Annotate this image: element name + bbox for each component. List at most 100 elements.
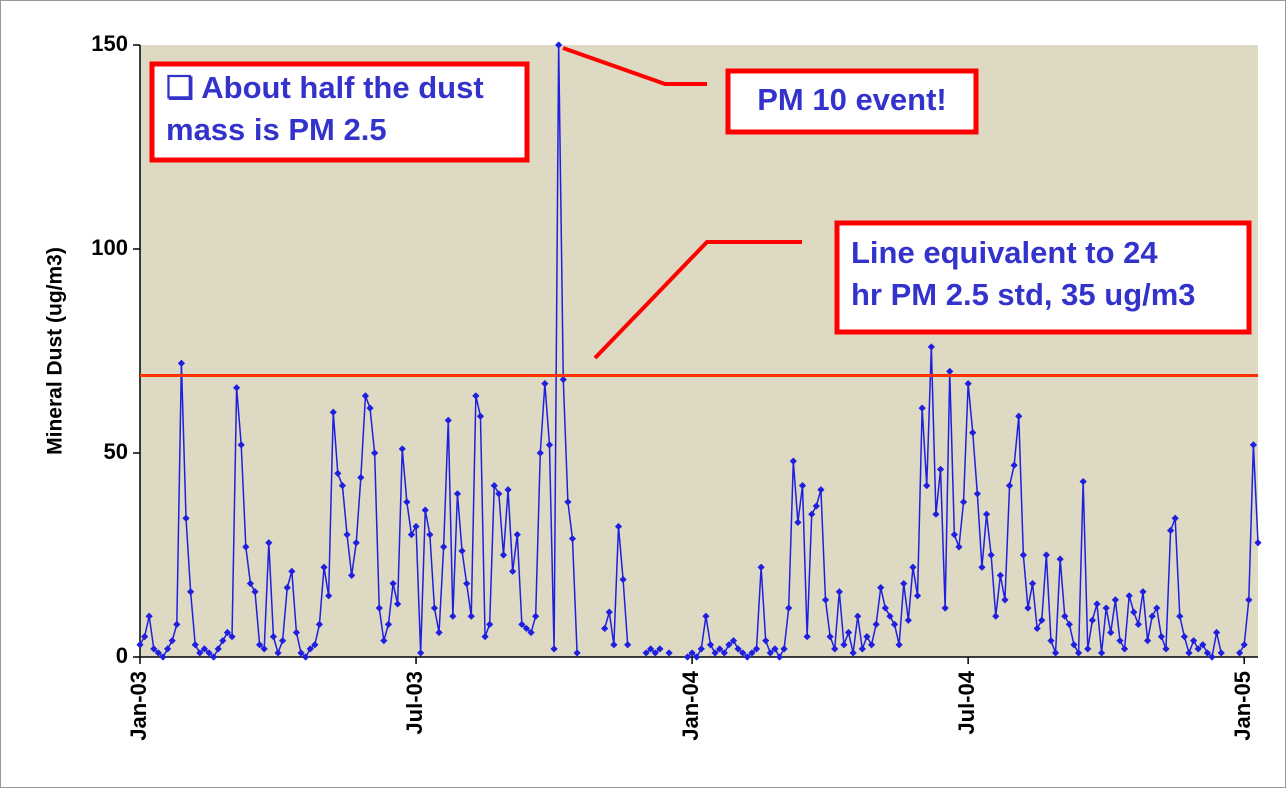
data-point [398, 445, 406, 453]
data-point [647, 645, 655, 653]
data-point [320, 563, 328, 571]
data-point [923, 482, 931, 490]
data-point [541, 380, 549, 388]
data-point [1070, 641, 1078, 649]
data-point [706, 641, 715, 649]
data-point [964, 380, 972, 388]
data-point [1074, 649, 1083, 657]
data-point [955, 543, 963, 551]
data-point [449, 612, 457, 620]
data-point [656, 645, 664, 653]
data-point [527, 628, 535, 637]
data-point [187, 588, 195, 596]
data-point [1088, 616, 1096, 624]
data-point [1254, 539, 1262, 547]
data-point [366, 404, 374, 412]
data-point [946, 367, 954, 375]
data-point [550, 645, 558, 653]
data-point [164, 645, 172, 653]
data-point [1125, 592, 1133, 600]
data-point [1024, 604, 1032, 612]
data-point [228, 633, 236, 641]
data-point [357, 473, 365, 482]
data-point [812, 502, 820, 510]
data-point [177, 359, 186, 367]
data-point [904, 616, 912, 624]
data-point [780, 645, 788, 653]
data-point [504, 486, 512, 494]
data-point [348, 571, 356, 579]
data-point [1010, 461, 1018, 469]
data-point [890, 620, 899, 628]
data-point [481, 633, 489, 641]
data-point [665, 649, 673, 657]
data-point [785, 604, 793, 612]
data-point [817, 486, 825, 494]
data-point [1199, 641, 1207, 649]
data-point [568, 535, 577, 543]
x-tick-label: Jan-04 [678, 670, 703, 740]
y-axis-label: Mineral Dust (ug/m3) [44, 247, 67, 455]
data-point [1189, 637, 1198, 645]
data-point [849, 649, 857, 657]
data-point [200, 645, 209, 653]
data-point [380, 637, 388, 645]
data-point [1065, 620, 1073, 628]
data-point [1249, 441, 1257, 449]
data-point [159, 653, 167, 661]
data-point [384, 620, 393, 628]
data-point [421, 506, 429, 514]
y-tick-label: 150 [91, 31, 128, 56]
data-point [693, 653, 701, 661]
data-point [959, 498, 968, 506]
data-point [840, 641, 848, 649]
data-point [886, 612, 894, 620]
data-point [141, 633, 149, 641]
data-point [564, 498, 572, 506]
data-point [412, 522, 420, 531]
data-point [150, 645, 158, 653]
data-point [334, 469, 342, 477]
data-point [191, 641, 199, 649]
data-point [297, 649, 305, 657]
annotation-box [725, 68, 979, 135]
data-point [1056, 555, 1064, 563]
data-point [1001, 596, 1009, 604]
callout-line [593, 240, 802, 360]
data-point [1180, 633, 1188, 641]
data-point [196, 649, 204, 657]
data-point [624, 641, 632, 649]
data-point [752, 645, 761, 653]
data-point [136, 641, 144, 649]
data-point [352, 539, 360, 547]
data-point [233, 384, 241, 392]
data-point [992, 612, 1000, 620]
data-point [808, 510, 816, 518]
data-point [173, 620, 181, 628]
data-point [619, 575, 627, 584]
data-point [145, 612, 153, 620]
data-point [683, 653, 692, 661]
annotation: mass is PM 2.5 [166, 112, 387, 147]
y-tick-label: 50 [104, 439, 128, 464]
data-point [306, 645, 314, 653]
data-point [260, 645, 268, 653]
data-point [545, 441, 554, 449]
data-point [867, 641, 876, 649]
data-point [463, 579, 471, 588]
data-point [1203, 649, 1211, 657]
annotation-box [834, 220, 1252, 335]
data-point [154, 649, 163, 657]
callout-line [562, 46, 707, 86]
data-point [444, 416, 452, 424]
data-point [688, 649, 696, 657]
data-point [325, 592, 333, 600]
data-point [835, 588, 843, 596]
data-point [973, 490, 981, 498]
data-point [987, 551, 995, 559]
data-point [1033, 624, 1041, 633]
x-tick-label: Jul-04 [954, 670, 979, 734]
data-point [642, 649, 650, 657]
data-point [371, 449, 379, 457]
